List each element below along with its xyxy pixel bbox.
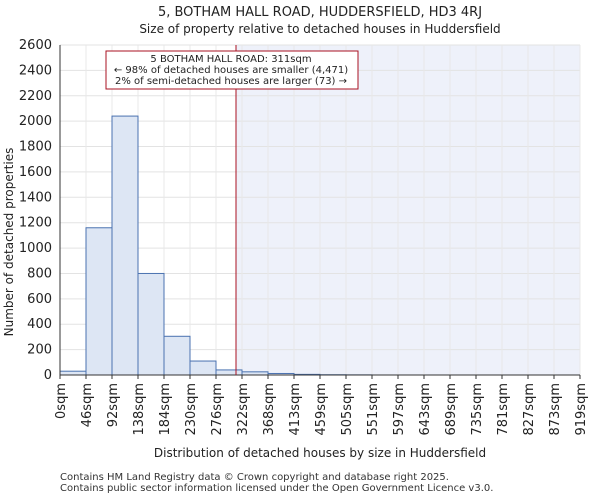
x-axis-label: Distribution of detached houses by size … (154, 446, 486, 460)
y-tick-label: 400 (27, 317, 52, 332)
x-tick-label: 92sqm (106, 383, 121, 427)
x-tick-label: 276sqm (210, 383, 225, 436)
y-tick-label: 1400 (19, 190, 52, 205)
y-axis-label: Number of detached properties (2, 148, 16, 337)
bar (85, 227, 113, 376)
x-tick-label: 689sqm (444, 383, 459, 436)
x-tick-label: 781sqm (496, 383, 511, 436)
y-tick-label: 2200 (19, 89, 52, 104)
footer-line-2: Contains public sector information licen… (60, 483, 494, 494)
x-tick-label: 368sqm (262, 383, 277, 436)
y-tick-label: 600 (27, 292, 52, 307)
bar (215, 369, 243, 376)
y-tick-label: 1600 (19, 165, 52, 180)
x-tick-label: 322sqm (236, 383, 251, 436)
y-tick-label: 1000 (19, 241, 52, 256)
x-tick-labels: 0sqm 46sqm 92sqm 138sqm 184sqm 230sqm 276sqm 32… (54, 375, 589, 436)
x-tick-label: 230sqm (184, 383, 199, 436)
x-tick-label: 46sqm (80, 383, 95, 427)
y-tick-label: 2000 (19, 114, 52, 129)
x-tick-label: 827sqm (522, 383, 537, 436)
x-tick-label: 505sqm (340, 383, 355, 436)
x-tick-label: 597sqm (392, 383, 407, 436)
annotation-line-3: 2% of semi-detached houses are larger (7… (115, 76, 347, 87)
footer-line-1: Contains HM Land Registry data © Crown c… (60, 472, 449, 483)
bar (189, 360, 217, 376)
chart: 5, BOTHAM HALL ROAD, HUDDERSFIELD, HD3 4… (2, 5, 589, 460)
x-tick-label: 873sqm (548, 383, 563, 436)
chart-title: 5, BOTHAM HALL ROAD, HUDDERSFIELD, HD3 4… (158, 5, 482, 20)
shaded-region (236, 45, 580, 375)
x-tick-label: 459sqm (314, 383, 329, 436)
y-tick-label: 1800 (19, 140, 52, 155)
chart-subtitle: Size of property relative to detached ho… (139, 22, 500, 36)
bar (137, 272, 165, 376)
footer: Contains HM Land Registry data © Crown c… (60, 472, 493, 494)
bars (59, 115, 373, 376)
y-tick-label: 1200 (19, 216, 52, 231)
x-tick-label: 0sqm (54, 383, 69, 419)
y-tick-label: 200 (27, 343, 52, 358)
annotation-line-1: 5 BOTHAM HALL ROAD: 311sqm (150, 54, 311, 65)
x-tick-label: 138sqm (132, 383, 147, 436)
y-tick-label: 800 (27, 266, 52, 281)
x-tick-label: 735sqm (470, 383, 485, 436)
y-tick-label: 2600 (19, 38, 52, 53)
x-tick-label: 551sqm (366, 383, 381, 436)
bar (59, 370, 87, 376)
annotation-box (105, 50, 359, 90)
bar (163, 335, 191, 376)
y-tick-labels: 0 200 400 600 800 1000 1200 1400 1600 1800 2000 220… (19, 38, 52, 383)
x-tick-label: 413sqm (288, 383, 303, 436)
x-tick-label: 184sqm (158, 383, 173, 436)
x-tick-label: 919sqm (574, 383, 589, 436)
y-tick-label: 0 (44, 368, 52, 383)
bar (111, 115, 139, 376)
annotation-line-2: ← 98% of detached houses are smaller (4,… (114, 65, 348, 76)
y-tick-label: 2400 (19, 63, 52, 78)
x-tick-label: 643sqm (418, 383, 433, 436)
